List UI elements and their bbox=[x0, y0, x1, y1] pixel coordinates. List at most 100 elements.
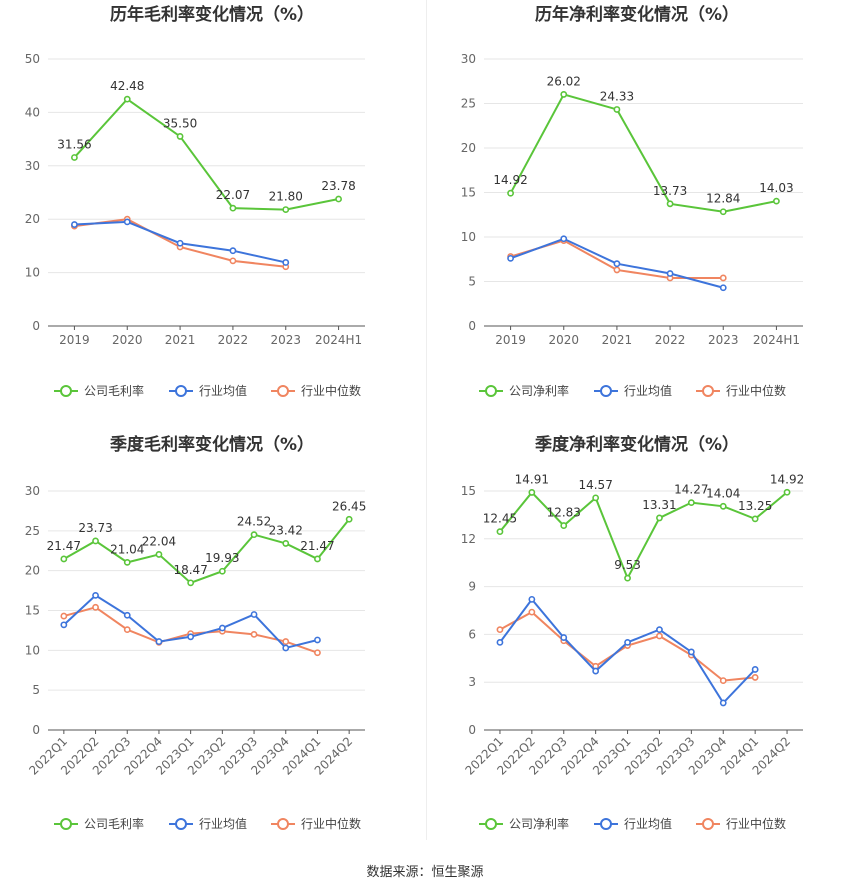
data-point bbox=[687, 648, 695, 656]
data-point bbox=[250, 630, 258, 638]
y-tick-label: 30 bbox=[25, 159, 40, 173]
legend-marker bbox=[485, 385, 497, 397]
legend-label: 行业中位数 bbox=[301, 383, 361, 398]
data-point bbox=[719, 502, 727, 510]
data-point bbox=[666, 270, 674, 277]
data-point bbox=[282, 259, 290, 266]
x-tick-label: 2019 bbox=[495, 333, 526, 347]
legend-label: 行业中位数 bbox=[301, 816, 361, 831]
data-point bbox=[123, 626, 131, 634]
data-label: 24.33 bbox=[600, 89, 634, 103]
data-label: 14.91 bbox=[515, 472, 549, 486]
series-line bbox=[509, 93, 777, 213]
panel-divider bbox=[426, 0, 427, 840]
data-point bbox=[656, 632, 663, 640]
legend-marker bbox=[60, 818, 72, 830]
data-point bbox=[187, 633, 195, 641]
legend-marker bbox=[60, 385, 72, 397]
y-tick-label: 10 bbox=[25, 643, 40, 657]
data-point bbox=[719, 284, 727, 292]
chart-svg: 历年毛利率变化情况（%） 0 10 20 30 40 50 2019 2020 2021 2022 2… bbox=[25, 4, 365, 398]
data-point bbox=[719, 677, 727, 685]
legend-marker bbox=[277, 818, 289, 830]
y-tick-label: 0 bbox=[468, 723, 476, 737]
data-label: 23.73 bbox=[78, 521, 112, 535]
y-tick-label: 5 bbox=[468, 275, 476, 289]
data-label: 18.47 bbox=[173, 563, 207, 577]
data-point bbox=[282, 540, 290, 547]
data-point bbox=[71, 221, 78, 228]
x-tick-label: 2022 bbox=[655, 333, 686, 347]
legend-label: 行业均值 bbox=[199, 816, 247, 831]
data-point bbox=[507, 254, 514, 262]
legend-label: 公司净利率 bbox=[509, 816, 569, 831]
x-tick-label: 2023 bbox=[270, 333, 301, 347]
data-point bbox=[592, 667, 600, 675]
data-point bbox=[155, 638, 163, 645]
data-label: 14.04 bbox=[706, 486, 740, 500]
legend-marker bbox=[702, 818, 714, 830]
data-label: 21.47 bbox=[47, 539, 81, 553]
chart-svg: 季度毛利率变化情况（%）0510152025302022Q12022Q22022… bbox=[25, 434, 367, 831]
data-point bbox=[345, 515, 353, 523]
data-label: 14.92 bbox=[493, 173, 527, 187]
data-point bbox=[528, 489, 536, 496]
data-point bbox=[613, 266, 621, 274]
data-point bbox=[92, 591, 99, 599]
data-point bbox=[613, 260, 621, 268]
data-label: 14.27 bbox=[674, 483, 708, 497]
legend-label: 行业中位数 bbox=[726, 383, 786, 398]
x-tick-label: 2022 bbox=[218, 333, 249, 347]
data-label: 12.84 bbox=[706, 192, 740, 206]
data-label: 21.47 bbox=[300, 539, 334, 553]
data-point bbox=[592, 494, 600, 502]
y-tick-label: 20 bbox=[25, 564, 40, 578]
data-point bbox=[656, 514, 663, 522]
x-tick-label: 2019 bbox=[59, 333, 90, 347]
legend-label: 公司毛利率 bbox=[84, 816, 144, 831]
data-point bbox=[783, 488, 791, 496]
data-label: 26.02 bbox=[547, 74, 581, 88]
data-point bbox=[92, 537, 99, 545]
series-line bbox=[499, 597, 756, 705]
y-tick-label: 0 bbox=[32, 723, 40, 737]
y-tick-label: 30 bbox=[461, 52, 476, 66]
data-label: 42.48 bbox=[110, 79, 144, 93]
data-point bbox=[773, 197, 780, 205]
data-point bbox=[687, 499, 695, 507]
y-tick-label: 6 bbox=[468, 627, 476, 641]
chart-title: 季度毛利率变化情况（%） bbox=[110, 434, 314, 455]
data-label: 13.31 bbox=[642, 498, 676, 512]
data-point bbox=[496, 528, 504, 536]
y-tick-label: 5 bbox=[32, 683, 40, 697]
data-point bbox=[123, 95, 131, 103]
data-point bbox=[751, 666, 759, 673]
series-line bbox=[73, 97, 339, 211]
data-label: 14.92 bbox=[770, 472, 804, 486]
data-point bbox=[496, 626, 504, 634]
data-label: 31.56 bbox=[57, 137, 91, 151]
data-point bbox=[613, 106, 621, 113]
data-point bbox=[229, 257, 237, 265]
data-point bbox=[314, 636, 321, 644]
data-point bbox=[282, 644, 290, 652]
y-tick-label: 0 bbox=[468, 319, 476, 333]
data-point bbox=[218, 567, 226, 575]
y-tick-label: 20 bbox=[461, 141, 476, 155]
legend-label: 公司净利率 bbox=[509, 383, 569, 398]
data-point bbox=[751, 515, 759, 523]
data-point bbox=[666, 200, 674, 208]
data-label: 22.07 bbox=[216, 188, 250, 202]
y-tick-label: 40 bbox=[25, 105, 40, 119]
chart-svg: 季度净利率变化情况（%）036912152022Q12022Q22022Q320… bbox=[461, 434, 805, 831]
x-tick-label: 2023 bbox=[708, 333, 739, 347]
data-point bbox=[560, 634, 568, 641]
chart-quarterly-gross-margin: 季度毛利率变化情况（%） 0 5 10 15 20 25 30 2022Q1 2022Q2 2022… bbox=[0, 430, 425, 860]
data-label: 24.52 bbox=[237, 515, 271, 529]
chart-title: 历年毛利率变化情况（%） bbox=[110, 4, 314, 25]
data-point bbox=[155, 551, 163, 558]
data-point bbox=[314, 555, 321, 563]
x-tick-label: 2024H1 bbox=[315, 333, 362, 347]
data-point bbox=[560, 235, 568, 243]
y-tick-label: 0 bbox=[32, 319, 40, 333]
